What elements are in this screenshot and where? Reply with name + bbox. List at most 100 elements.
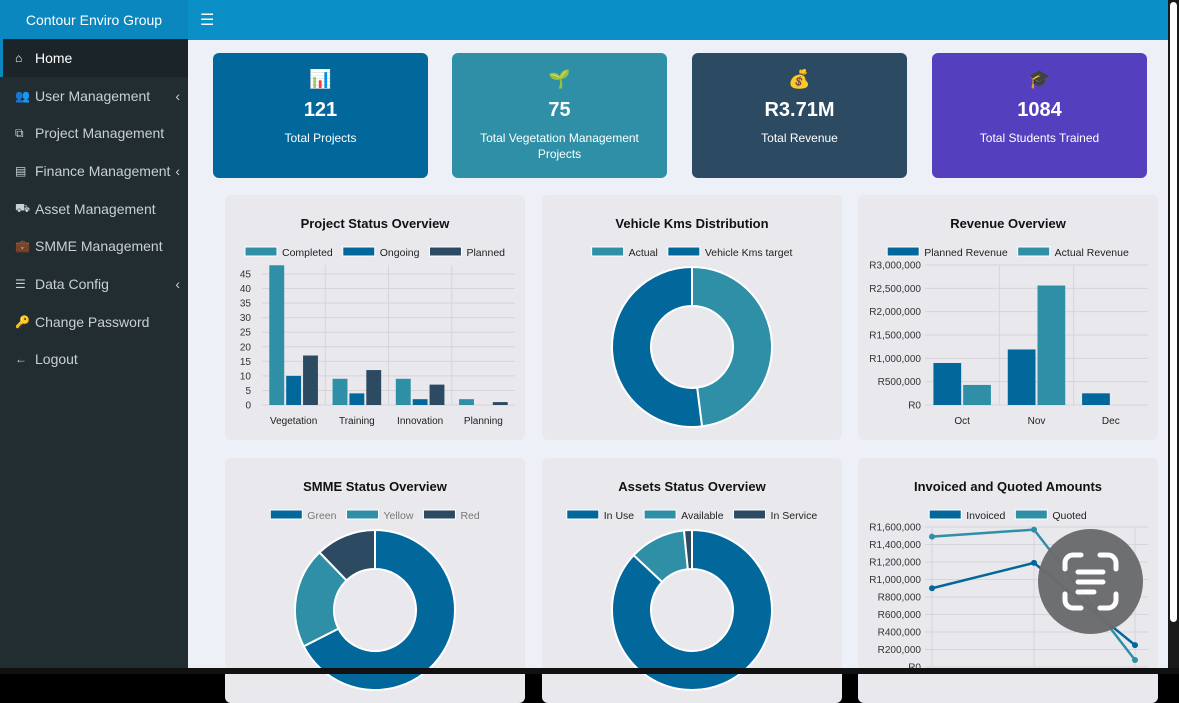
legend-swatch[interactable] (643, 509, 677, 520)
bar-innovation-completed[interactable] (395, 378, 411, 405)
project-status-chart: Completed Ongoing Planned 0 5 10 15 20 25 30 35 40 4… (240, 246, 515, 427)
bar-oct-planned-revenue[interactable] (933, 363, 962, 405)
legend-swatch[interactable] (244, 246, 278, 257)
sidebar-item-asset-management[interactable]: ⛟ Asset Management (0, 190, 188, 228)
sidebar-item-finance-management[interactable]: ▤ Finance Management ‹ (0, 152, 188, 190)
y-tick-label: R500,000 (878, 377, 922, 388)
y-tick-label: R1,200,000 (869, 558, 921, 569)
data-point[interactable] (929, 533, 935, 540)
legend-label[interactable]: Red (460, 510, 479, 522)
legend-label[interactable]: Vehicle Kms target (705, 247, 793, 259)
y-tick-label: 40 (240, 284, 252, 295)
data-point[interactable] (1031, 559, 1037, 566)
legend-swatch[interactable] (1014, 509, 1048, 520)
sidebar-item-label: Logout (35, 351, 78, 368)
legend-label[interactable]: Quoted (1052, 510, 1087, 522)
stat-value: 1084 (1017, 99, 1062, 121)
vehicle-kms-chart: Actual Vehicle Kms target (591, 246, 793, 428)
data-point[interactable] (1031, 526, 1037, 533)
hamburger-icon[interactable]: ☰ (200, 12, 215, 29)
legend-label[interactable]: In Service (771, 510, 818, 522)
legend-swatch[interactable] (667, 246, 701, 257)
bar-vegetation-ongoing[interactable] (286, 375, 302, 405)
legend-label[interactable]: Completed (282, 247, 333, 259)
stat-value: R3.71M (764, 99, 835, 121)
bar-nov-planned-revenue[interactable] (1007, 349, 1036, 405)
arrow-left-icon: ← (15, 352, 27, 367)
chart-title: SMME Status Overview (303, 479, 447, 494)
donut-slice-actual[interactable] (691, 265, 773, 428)
legend-label[interactable]: Actual (629, 247, 658, 259)
data-point[interactable] (1132, 657, 1138, 663)
bar-training-completed[interactable] (332, 378, 348, 405)
legend-label[interactable]: In Use (604, 510, 635, 522)
y-tick-label: R200,000 (878, 645, 922, 656)
bar-training-ongoing[interactable] (349, 393, 365, 405)
legend-label[interactable]: Planned (466, 247, 505, 259)
donut-slice-red[interactable] (318, 528, 376, 582)
legend-swatch[interactable] (928, 509, 962, 520)
data-point[interactable] (929, 585, 935, 592)
x-tick-label: Training (339, 416, 375, 427)
y-tick-label: R1,600,000 (869, 523, 921, 534)
sidebar-item-logout[interactable]: ← Logout (0, 341, 188, 379)
bar-training-planned[interactable] (366, 370, 382, 405)
bar-innovation-planned[interactable] (429, 384, 445, 405)
scrollbar-thumb[interactable] (1170, 2, 1177, 622)
sidebar-item-user-management[interactable]: 👥 User Management ‹ (0, 77, 188, 115)
chart-legend: Green Yellow Red (269, 509, 480, 522)
legend-label[interactable]: Yellow (383, 510, 413, 522)
legend-label[interactable]: Invoiced (966, 510, 1005, 522)
sidebar-item-label: SMME Management (35, 238, 163, 255)
chart-legend: Actual Vehicle Kms target (591, 246, 793, 259)
legend-label[interactable]: Planned Revenue (924, 247, 1008, 259)
legend-swatch[interactable] (1017, 246, 1051, 257)
data-point[interactable] (1132, 642, 1138, 649)
bar-innovation-ongoing[interactable] (412, 399, 428, 405)
bar-planning-planned[interactable] (492, 402, 508, 405)
legend-swatch[interactable] (566, 509, 600, 520)
chart-title: Project Status Overview (300, 216, 450, 231)
key-icon: 🔑 (15, 314, 30, 329)
bar-vegetation-completed[interactable] (269, 265, 285, 405)
donut-slice-in-use[interactable] (611, 528, 773, 691)
donut-slice-vehicle-kms-target[interactable] (611, 265, 704, 428)
scrollbar[interactable] (1168, 0, 1179, 674)
y-tick-label: R400,000 (878, 628, 922, 639)
dashboard-content: 📊 121 Total Projects 🌱 75 Total Vegetation Ma… (188, 40, 1168, 703)
sidebar-item-project-management[interactable]: ⧉ Project Management (0, 114, 188, 152)
legend-swatch[interactable] (422, 509, 456, 520)
invoiced-quoted-panel: Invoiced and Quoted Amounts Invoiced Quote… (858, 458, 1158, 703)
legend-swatch[interactable] (428, 246, 462, 257)
sidebar: Contour Enviro Group ⌂ Home 👥 User Manageme… (0, 0, 188, 668)
bar-nov-actual-revenue[interactable] (1037, 285, 1066, 405)
bar-planning-completed[interactable] (459, 399, 474, 405)
sidebar-item-home[interactable]: ⌂ Home (0, 39, 188, 77)
sidebar-item-data-config[interactable]: ☰ Data Config ‹ (0, 265, 188, 303)
legend-swatch[interactable] (733, 509, 767, 520)
bar-dec-planned-revenue[interactable] (1082, 393, 1110, 405)
chart-title: Invoiced and Quoted Amounts (913, 479, 1103, 494)
legend-label[interactable]: Ongoing (380, 247, 420, 259)
sidebar-item-change-password[interactable]: 🔑 Change Password (0, 303, 188, 341)
legend-swatch[interactable] (886, 246, 920, 257)
y-tick-label: 35 (240, 299, 252, 310)
legend-swatch[interactable] (345, 509, 379, 520)
money-bag-icon: 💰 (788, 69, 811, 89)
sidebar-item-smme-management[interactable]: 💼 SMME Management (0, 227, 188, 265)
legend-swatch[interactable] (342, 246, 376, 257)
sidebar-item-label: Change Password (35, 313, 150, 330)
legend-label[interactable]: Actual Revenue (1055, 247, 1129, 259)
donut-slice-in-service[interactable] (682, 528, 693, 571)
legend-label[interactable]: Green (307, 510, 336, 522)
chart-title: Assets Status Overview (618, 479, 766, 494)
brand-title[interactable]: Contour Enviro Group (0, 0, 188, 39)
chart-title: Revenue Overview (950, 216, 1066, 231)
legend-swatch[interactable] (591, 246, 625, 257)
legend-label[interactable]: Available (681, 510, 724, 522)
bar-oct-actual-revenue[interactable] (963, 384, 991, 405)
text-scan-button[interactable] (1038, 529, 1143, 634)
bar-vegetation-planned[interactable] (303, 355, 318, 405)
legend-swatch[interactable] (269, 509, 303, 520)
stat-label: Total Vegetation Management Projects (480, 131, 639, 161)
